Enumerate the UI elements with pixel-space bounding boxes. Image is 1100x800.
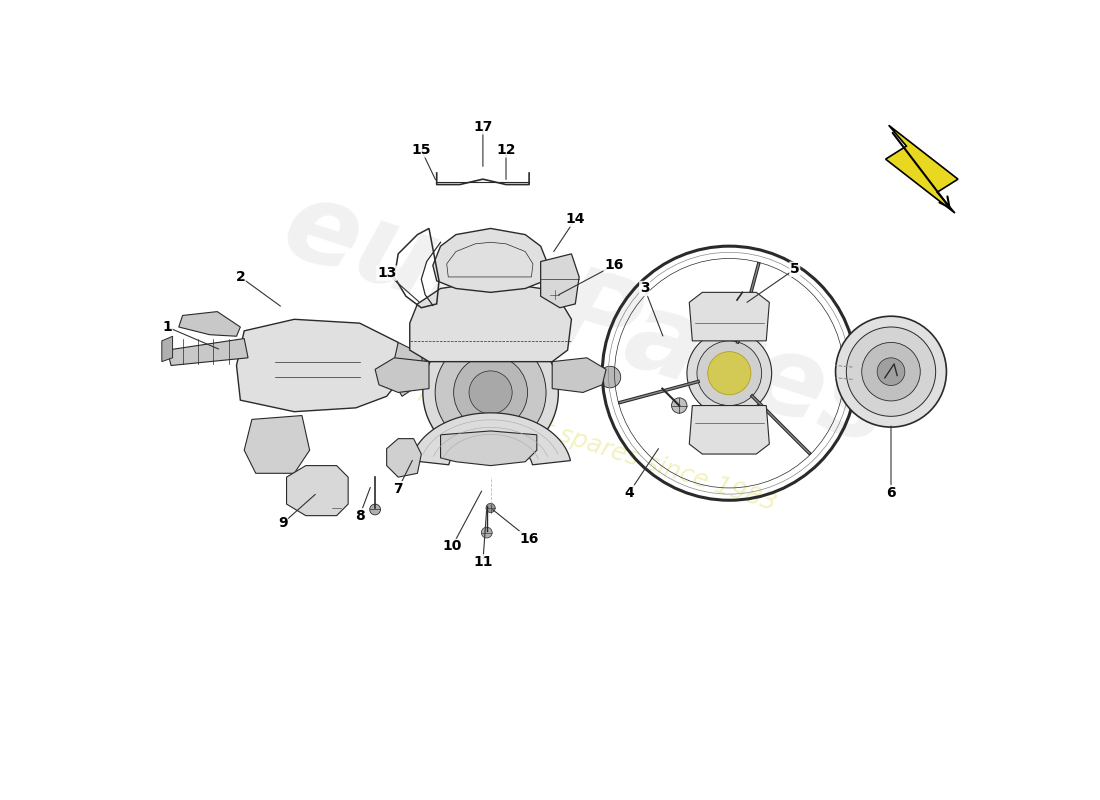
Text: euroPares: euroPares	[271, 171, 903, 468]
Polygon shape	[387, 438, 421, 477]
Circle shape	[453, 355, 528, 430]
Circle shape	[707, 352, 751, 394]
Text: 14: 14	[565, 212, 585, 226]
Circle shape	[861, 342, 921, 401]
Circle shape	[418, 350, 449, 381]
Text: 6: 6	[887, 486, 895, 499]
Circle shape	[846, 327, 936, 416]
Polygon shape	[541, 254, 580, 308]
Circle shape	[686, 331, 772, 415]
Polygon shape	[178, 311, 241, 336]
Text: 7: 7	[394, 482, 403, 496]
Polygon shape	[244, 415, 310, 474]
Circle shape	[300, 474, 334, 507]
Circle shape	[315, 327, 322, 334]
Polygon shape	[375, 358, 429, 393]
Circle shape	[332, 503, 341, 513]
Text: 9: 9	[278, 516, 287, 530]
Text: 3: 3	[640, 282, 649, 295]
Circle shape	[469, 371, 513, 414]
FancyBboxPatch shape	[268, 332, 366, 395]
Polygon shape	[236, 319, 403, 412]
Polygon shape	[167, 338, 249, 366]
Circle shape	[486, 503, 495, 513]
Text: 17: 17	[473, 120, 493, 134]
Circle shape	[471, 242, 509, 281]
Text: 11: 11	[473, 555, 493, 569]
Text: 10: 10	[442, 539, 462, 554]
Circle shape	[836, 316, 946, 427]
Circle shape	[600, 366, 620, 388]
Circle shape	[424, 356, 442, 374]
Circle shape	[370, 504, 381, 515]
Circle shape	[422, 325, 559, 460]
Circle shape	[671, 398, 686, 414]
Text: 12: 12	[496, 143, 516, 157]
Text: 5: 5	[790, 262, 800, 276]
Polygon shape	[432, 229, 548, 292]
Circle shape	[482, 527, 492, 538]
Circle shape	[267, 436, 283, 452]
Polygon shape	[690, 292, 769, 341]
Polygon shape	[886, 126, 958, 213]
Circle shape	[697, 341, 761, 406]
Text: 15: 15	[411, 143, 431, 157]
Polygon shape	[390, 342, 425, 396]
Circle shape	[308, 482, 327, 500]
Text: 8: 8	[355, 509, 364, 522]
Polygon shape	[552, 358, 606, 393]
Text: 1: 1	[163, 320, 172, 334]
Circle shape	[260, 429, 290, 459]
Text: 16: 16	[519, 532, 539, 546]
Polygon shape	[286, 466, 348, 516]
Polygon shape	[690, 406, 769, 454]
Circle shape	[733, 298, 741, 306]
Text: 16: 16	[604, 258, 624, 273]
Text: 13: 13	[377, 266, 396, 280]
Circle shape	[877, 358, 905, 386]
Polygon shape	[410, 413, 571, 465]
Polygon shape	[162, 336, 173, 362]
Circle shape	[436, 337, 546, 448]
Circle shape	[550, 290, 559, 299]
Polygon shape	[440, 431, 537, 466]
Polygon shape	[409, 281, 572, 362]
Text: a passion for spares since 1983: a passion for spares since 1983	[395, 370, 779, 515]
Polygon shape	[429, 308, 552, 354]
Text: 4: 4	[625, 486, 634, 499]
Text: 2: 2	[235, 270, 245, 284]
